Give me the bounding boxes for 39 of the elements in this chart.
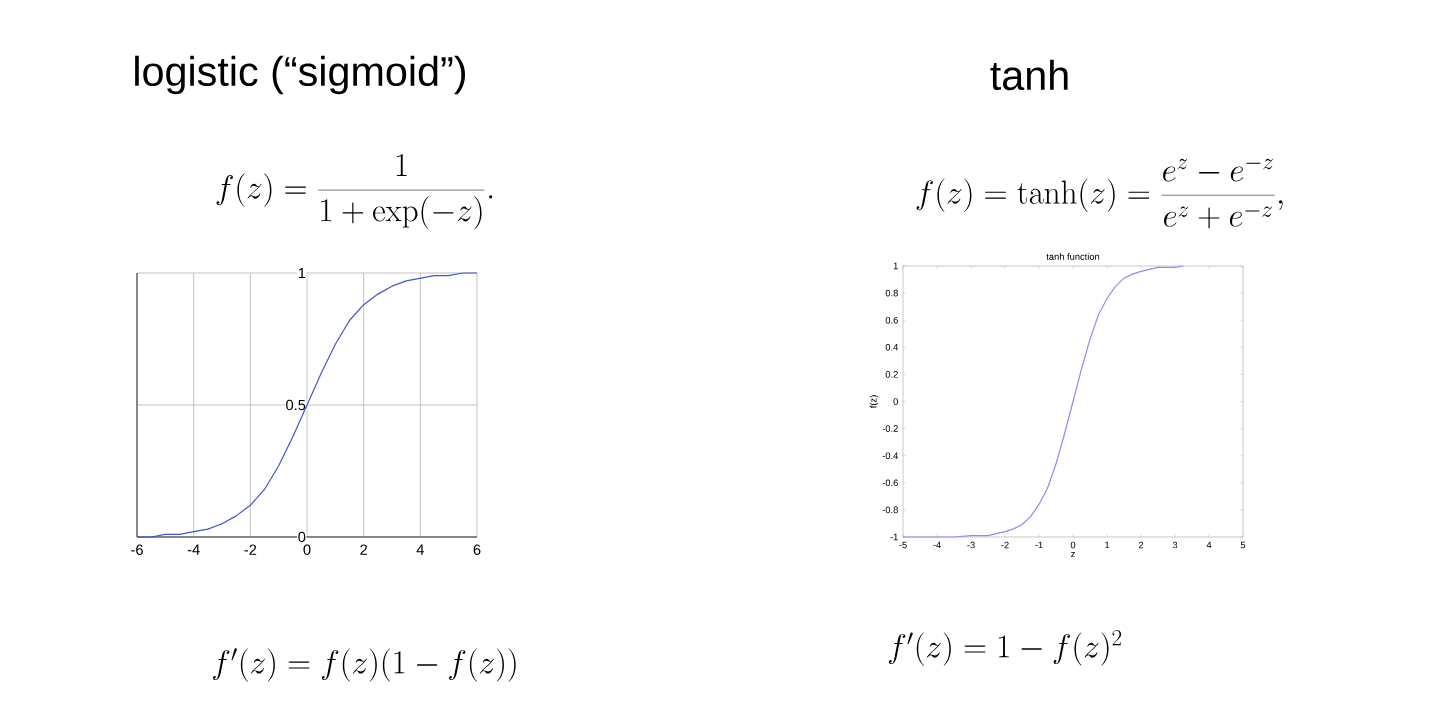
x-tick-label: -2 xyxy=(1001,541,1009,549)
text: $f(z) = \frac{1}{1+\exp(-z)}.$ xyxy=(216,154,493,230)
x-tick-label: 0 xyxy=(1070,541,1076,549)
x-tick-label: -4 xyxy=(187,544,200,555)
x-tick-label: 5 xyxy=(1240,541,1246,549)
y-tick-label: 0.8 xyxy=(885,289,898,297)
x-tick-label: -4 xyxy=(933,541,941,549)
text: $f'(z) = f(z)(1-f(z))$ xyxy=(213,648,516,682)
chart-title: tanh xyxy=(990,59,1068,91)
y-axis-title: f(z) xyxy=(869,395,879,409)
y-tick-label: -1 xyxy=(890,533,898,541)
x-tick-label: 6 xyxy=(473,544,481,555)
x-tick-label: -6 xyxy=(131,544,143,555)
x-tick-label: -5 xyxy=(899,541,907,549)
x-tick-label: -3 xyxy=(967,541,975,549)
x-tick-label: -2 xyxy=(244,544,257,555)
x-tick-label: 3 xyxy=(1172,541,1178,549)
y-tick-label: 0 xyxy=(893,398,898,405)
chart-subtitle: tanh function xyxy=(1046,253,1100,260)
y-tick-label: 1 xyxy=(893,262,898,270)
y-tick-label: 0.6 xyxy=(885,316,898,324)
x-tick-label: 1 xyxy=(1105,541,1110,549)
y-tick-label: 0.4 xyxy=(885,344,899,351)
chart-title: logistic (“sigmoid”) xyxy=(135,55,466,95)
y-tick-label: -0.2 xyxy=(882,425,898,432)
y-tick-label: 1 xyxy=(298,267,306,279)
y-tick-label: -0.4 xyxy=(882,452,899,459)
y-tick-label: -0.6 xyxy=(882,479,898,487)
y-tick-label: -0.8 xyxy=(882,506,898,514)
y-tick-label: 0.2 xyxy=(885,371,898,378)
y-tick-label: 0.5 xyxy=(286,399,306,411)
x-tick-label: 2 xyxy=(360,544,368,555)
text: $f'(z) = 1 - f(z)^2$ xyxy=(888,630,1122,666)
x-tick-label: 2 xyxy=(1138,541,1144,549)
text: $f(z) = \tanh(z) = \frac{e^z - e^{-z}}{e^z + e^{-z}},$ xyxy=(916,158,1283,229)
x-tick-label: 4 xyxy=(1206,541,1212,549)
x-tick-label: -1 xyxy=(1035,541,1043,549)
x-tick-label: 4 xyxy=(416,544,424,555)
x-axis-title: z xyxy=(1071,552,1075,558)
